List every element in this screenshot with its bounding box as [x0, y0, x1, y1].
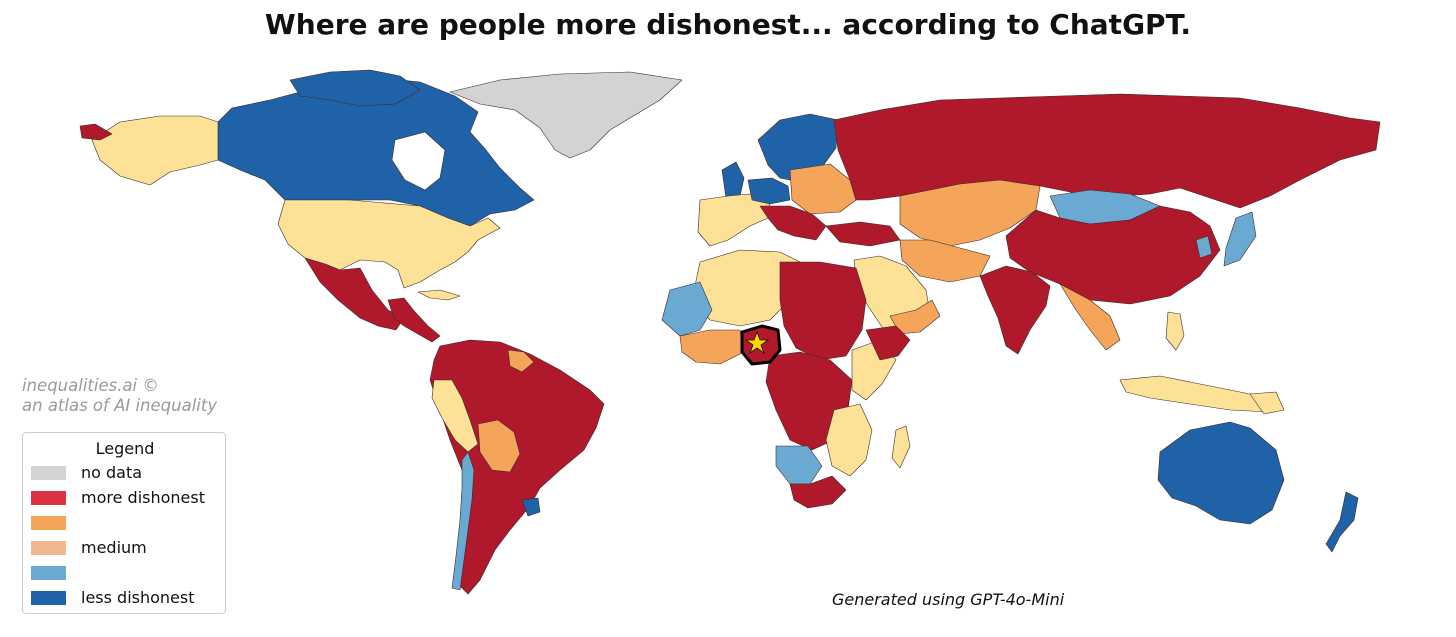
region-west-africa	[661, 281, 713, 337]
region-south-america	[429, 339, 605, 595]
legend-label: less dishonest	[81, 588, 195, 607]
region-greenland	[449, 71, 683, 159]
legend-swatch	[31, 491, 66, 505]
region-chile	[451, 451, 475, 591]
region-somalia-horn	[865, 325, 911, 361]
legend-label: no data	[81, 463, 143, 482]
region-new-guinea	[1249, 391, 1285, 415]
watermark-line-2: an atlas of AI inequality	[22, 396, 218, 415]
region-australia	[1157, 421, 1285, 525]
region-korea	[1195, 235, 1213, 259]
region-chukotka-west	[79, 123, 113, 141]
region-scandinavia	[757, 113, 839, 183]
region-balkans-italy	[759, 205, 827, 241]
region-japan	[1223, 211, 1257, 267]
region-arctic-islands	[289, 69, 421, 107]
region-hudson-bay	[391, 131, 446, 191]
legend-swatch	[31, 466, 66, 480]
region-peru	[431, 379, 479, 453]
watermark-line-1: inequalities.ai ©	[22, 376, 159, 395]
region-south-africa	[789, 475, 847, 509]
region-guianas	[507, 349, 535, 373]
region-southern-africa-blue	[775, 445, 823, 485]
region-western-europe	[697, 193, 771, 247]
region-west-africa-coast	[679, 329, 745, 365]
legend-swatch	[31, 566, 66, 580]
watermark: inequalities.ai © an atlas of AI inequal…	[22, 376, 217, 416]
legend-title: Legend	[95, 439, 155, 458]
legend-label: more dishonest	[81, 488, 205, 507]
legend-swatch	[31, 541, 66, 555]
star-icon	[744, 330, 770, 355]
region-central-asia	[899, 179, 1041, 247]
region-central-north-africa	[779, 261, 867, 361]
region-china	[1005, 205, 1221, 305]
legend-label: medium	[81, 538, 147, 557]
legend: Legend no data more dishonest medium les…	[22, 432, 226, 614]
region-alaska	[91, 115, 219, 186]
legend-swatch	[31, 591, 66, 605]
region-turkey-caucasus	[825, 221, 901, 247]
region-tanzania-mozambique	[825, 403, 873, 477]
region-central-america	[387, 297, 441, 343]
legend-swatch	[31, 516, 66, 530]
region-southeast-asia	[1059, 283, 1121, 351]
region-india	[979, 265, 1051, 355]
region-russia	[833, 93, 1381, 209]
region-uruguay	[521, 497, 541, 517]
region-mexico	[304, 257, 405, 331]
region-central-europe	[747, 177, 791, 205]
region-philippines	[1165, 311, 1185, 351]
region-eastern-europe	[789, 163, 857, 215]
region-cuba	[417, 289, 461, 301]
region-bolivia-paraguay	[477, 419, 521, 473]
region-new-zealand	[1325, 491, 1359, 553]
footer-credit: Generated using GPT-4o-Mini	[832, 590, 1065, 609]
map-title: Where are people more dishonest... accor…	[264, 8, 1192, 41]
region-madagascar	[891, 425, 911, 469]
region-uk-ireland	[721, 161, 745, 199]
